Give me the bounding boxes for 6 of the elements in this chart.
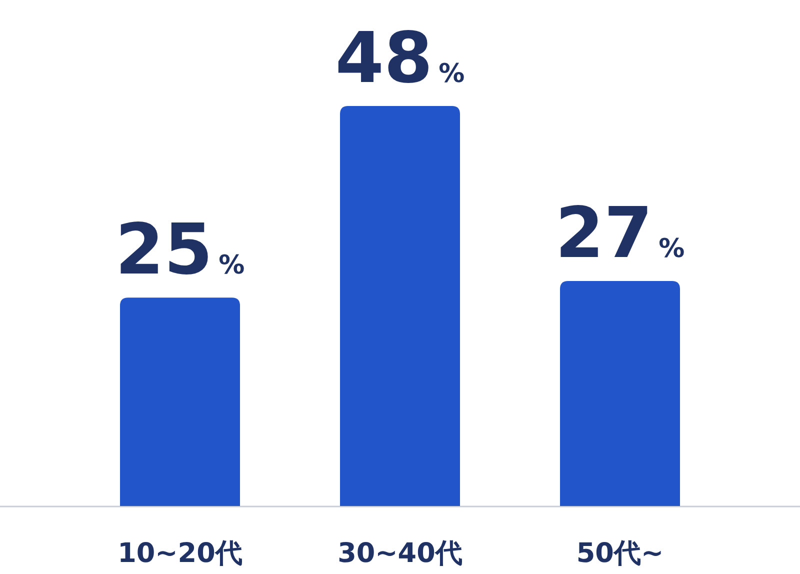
data-label: 27% <box>555 192 685 274</box>
x-tick-label: 50代~ <box>576 538 664 569</box>
data-label: 48% <box>335 17 465 99</box>
x-tick-label: 30~40代 <box>338 538 462 569</box>
x-tick-label: 10~20代 <box>118 538 242 569</box>
data-label: 25% <box>115 208 245 291</box>
